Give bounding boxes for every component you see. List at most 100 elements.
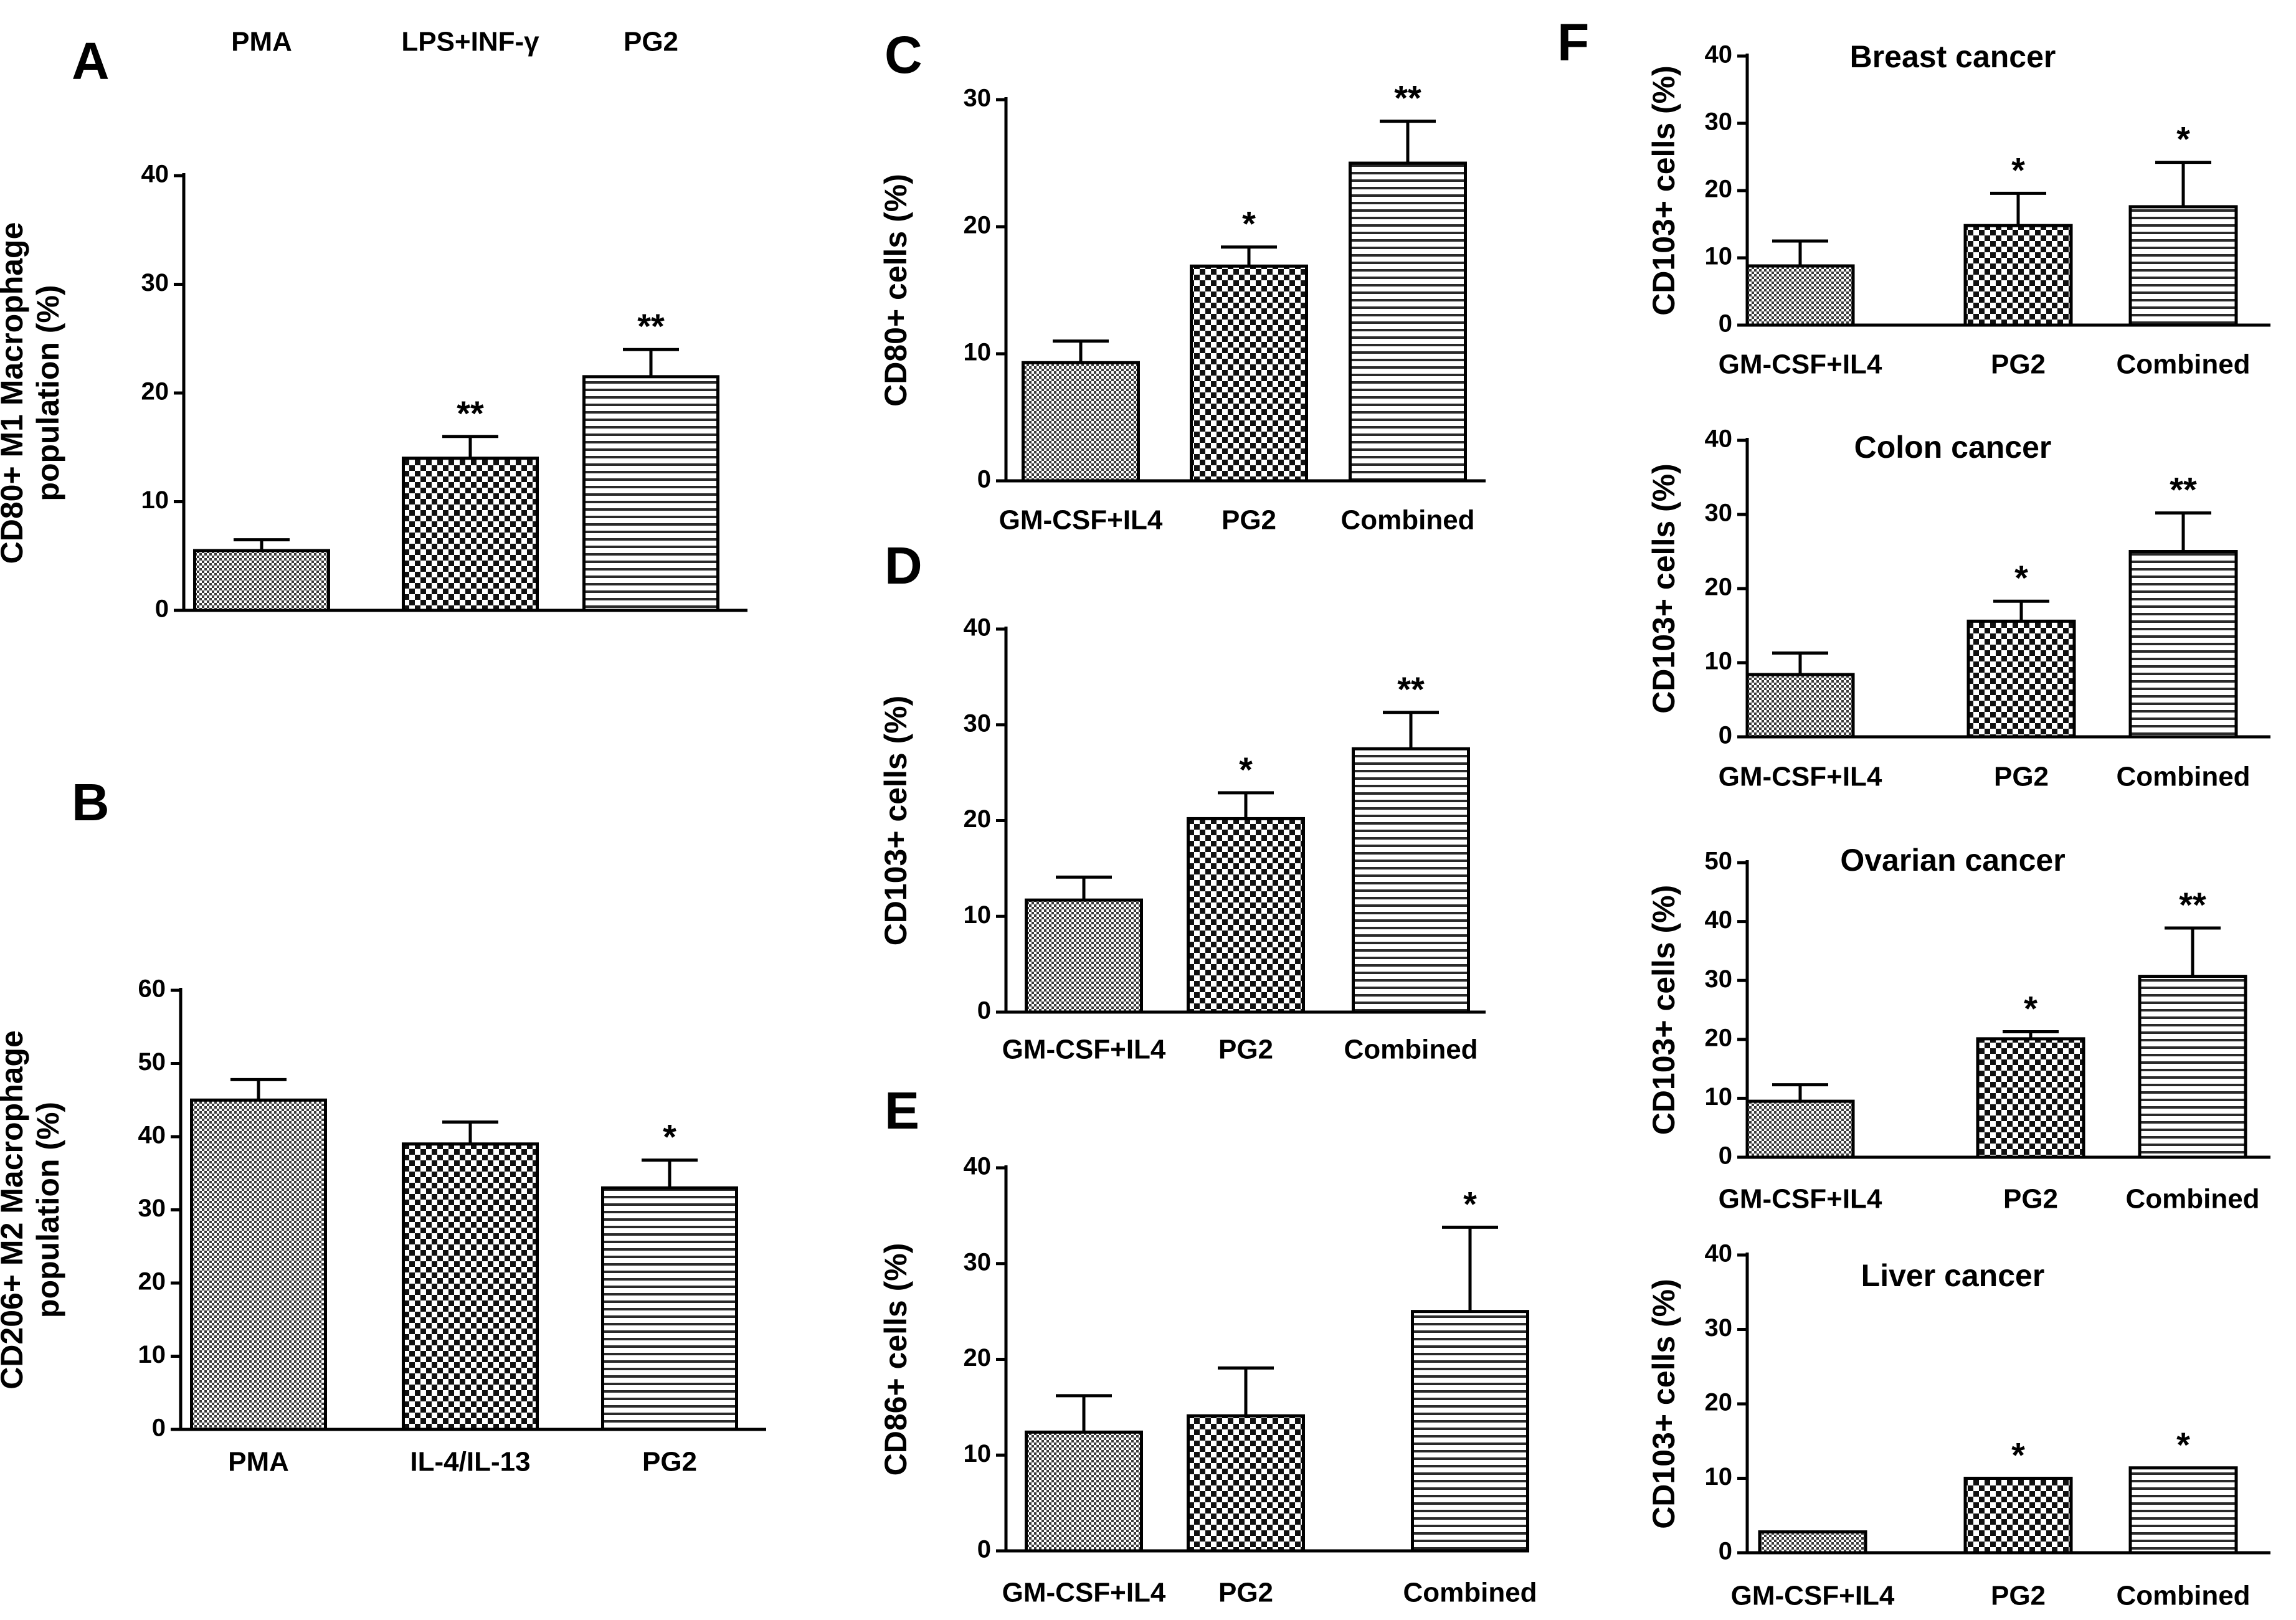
y-tick-label: 30 [1705,108,1733,136]
significance-marker: ** [2179,885,2206,924]
bar [1411,1310,1529,1553]
bar [1022,361,1140,483]
x-category-label: PG2 [1991,349,2046,380]
x-category-label: Combined [2116,349,2250,380]
y-axis-label: CD103+ cells (%) [1646,885,1681,1135]
x-category-label: PG2 [2003,1184,2058,1215]
y-axis-label: CD103+ cells (%) [1646,65,1681,316]
bar [1758,1530,1867,1555]
x-category-label: PG2 [1218,1035,1273,1065]
x-category-label: IL-4/IL-13 [410,1447,530,1477]
panel-label: F [1557,13,1589,72]
x-category-label: PG2 [1218,1578,1273,1608]
x-category-label: GM-CSF+IL4 [1719,762,1882,792]
significance-marker: * [1239,750,1253,789]
y-tick-label: 10 [964,1440,992,1467]
x-category-label: PG2 [642,1447,697,1477]
significance-marker: * [2011,150,2025,189]
bar [2128,205,2238,327]
y-tick-label: 10 [1705,1463,1733,1490]
y-tick-label: 50 [1705,848,1733,875]
chart-title: Ovarian cancer [1840,843,2065,878]
y-tick-label: 0 [1719,1142,1732,1170]
y-tick-label: 20 [1705,176,1733,203]
y-tick-label: 10 [964,901,992,929]
y-axis-label-line: population (%) [31,285,65,501]
y-axis-label-line: CD103+ cells (%) [1646,463,1681,714]
bar [582,375,719,612]
x-category-label: Combined [2125,1184,2259,1215]
bar [1963,1477,2073,1555]
x-category-label: GM-CSF+IL4 [1719,1184,1882,1215]
chart-title: Liver cancer [1861,1258,2045,1293]
x-category-label: Combined [1344,1035,1478,1065]
y-axis-label: CD103+ cells (%) [878,696,913,946]
x-category-label: GM-CSF+IL4 [1731,1581,1895,1611]
panel-label: D [885,536,923,595]
y-axis-label-line: CD103+ cells (%) [1646,65,1681,316]
y-tick-label: 0 [152,1414,166,1442]
significance-marker: ** [1394,78,1421,118]
y-axis-label: CD80+ M1 Macrophagepopulation (%) [0,222,65,564]
x-category-label: PG2 [1222,505,1276,536]
x-category-label: Combined [2116,762,2250,792]
y-tick-label: 10 [1705,243,1733,270]
chart-panel: A CD80+ M1 Macrophagepopulation (%) 0 10 20 3… [0,27,747,623]
panel-label: C [885,26,923,84]
x-category-label: PG2 [1991,1581,2046,1611]
y-tick-label: 40 [1705,41,1733,69]
significance-marker: * [1242,204,1256,244]
y-tick-label: 10 [964,339,992,366]
y-tick-label: 30 [1705,500,1733,527]
y-tick-label: 30 [1705,1314,1733,1342]
bar [193,549,330,612]
x-category-label: PMA [228,1447,289,1477]
y-tick-label: 40 [964,1153,992,1180]
chart-title: Breast cancer [1850,39,2056,74]
y-axis-label: CD86+ cells (%) [878,1243,913,1476]
y-tick-label: 40 [1705,425,1733,453]
significance-marker: * [2014,558,2028,597]
y-tick-label: 50 [138,1048,166,1076]
bar [1745,1099,1855,1159]
chart-panel: D CD103+ cells (%) 0 10 20 30 40 GM-CSF+IL4 * PG2… [878,536,1486,1065]
y-axis-label-line: population (%) [31,1102,65,1318]
y-tick-label: 20 [1705,574,1733,601]
y-axis-label-line: CD103+ cells (%) [1646,885,1681,1135]
bar [1190,264,1308,483]
y-tick-label: 40 [1705,906,1733,934]
y-tick-label: 0 [1719,310,1732,338]
significance-marker: * [2176,120,2190,159]
y-tick-label: 0 [977,997,991,1025]
significance-marker: ** [637,306,665,346]
x-category-label: LPS+INF-γ [401,27,539,57]
y-tick-label: 40 [141,161,169,188]
y-tick-label: 0 [977,1536,991,1563]
y-tick-label: 30 [138,1195,166,1222]
bar [1966,619,2076,739]
panel-label: B [72,773,110,831]
bar [1963,224,2073,327]
y-axis-label: CD103+ cells (%) [1646,463,1681,714]
x-category-label: Combined [1403,1578,1537,1608]
y-axis-label-line: CD80+ M1 Macrophage [0,222,29,564]
y-tick-label: 10 [138,1341,166,1368]
chart-panel: Colon cancer CD103+ cells (%) 0 10 20 30 40 GM-… [1646,425,2270,792]
bar [1976,1037,2085,1159]
y-tick-label: 40 [964,614,992,642]
x-category-label: Combined [2116,1581,2250,1611]
y-tick-label: 30 [964,1248,992,1276]
y-axis-label: CD206+ M2 Macrophagepopulation (%) [0,1030,65,1390]
significance-marker: ** [2170,470,2197,509]
chart-title: Colon cancer [1854,430,2052,465]
significance-marker: * [2024,989,2037,1028]
bar [1352,747,1470,1014]
y-axis-label-line: CD86+ cells (%) [878,1243,913,1476]
bar [601,1186,738,1431]
y-axis-label: CD80+ cells (%) [878,174,913,407]
x-category-label: GM-CSF+IL4 [1719,349,1882,380]
x-category-label: PG2 [624,27,678,57]
y-tick-label: 20 [138,1268,166,1296]
y-axis-label-line: CD103+ cells (%) [878,696,913,946]
